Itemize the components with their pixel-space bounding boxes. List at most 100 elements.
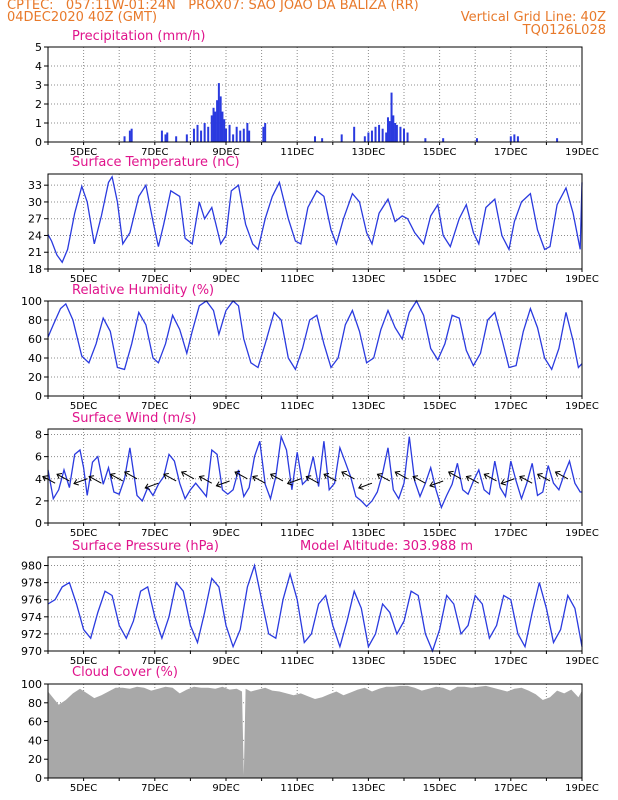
precip-bar: [367, 132, 370, 142]
rh-ytick-label: 20: [28, 371, 42, 384]
wind-arrow-head: [88, 475, 95, 482]
rh-ytick-label: 100: [21, 295, 42, 308]
cloud-xtick-label: 9DEC: [212, 783, 239, 794]
precip-bar: [424, 138, 427, 142]
precip-ytick-label: 3: [35, 79, 42, 92]
precip-bar: [516, 136, 519, 142]
temp-ytick-label: 27: [28, 213, 42, 226]
precip-bar: [314, 136, 316, 142]
precip-bar: [509, 136, 512, 142]
pressure-xtick-label: 17DEC: [494, 656, 528, 667]
precip-bar: [403, 128, 405, 142]
rh-xtick-label: 9DEC: [212, 401, 239, 412]
temp-ytick-label: 33: [28, 179, 42, 192]
precip-bar: [164, 134, 167, 142]
rh-ytick-label: 80: [28, 314, 42, 327]
precip-bar: [185, 134, 188, 142]
wind-arrow: [555, 471, 568, 480]
temp-xtick-label: 15DEC: [423, 274, 457, 285]
precip-bar: [210, 115, 213, 142]
precip-bar: [513, 134, 516, 142]
wind-arrow: [429, 480, 444, 487]
precip-bar: [385, 132, 388, 142]
temp-ytick-label: 18: [28, 263, 42, 276]
cloud-ytick-label: 100: [21, 678, 42, 691]
wind-arrow: [73, 478, 88, 485]
pressure-series-line: [47, 562, 583, 653]
wind-ytick-label: 2: [35, 495, 42, 508]
wind-arrow-head: [519, 475, 525, 482]
wind-arrow: [448, 471, 462, 480]
precip-bar: [442, 138, 445, 142]
wind-arrow: [42, 476, 56, 484]
precip-bar: [321, 138, 324, 142]
wind-arrow: [412, 476, 426, 484]
wind-ytick-label: 8: [35, 429, 42, 442]
precip-bar: [200, 130, 203, 142]
wind-xtick-label: 7DEC: [141, 528, 168, 539]
precip-bar: [406, 132, 409, 142]
precip-bar: [378, 124, 381, 142]
wind-arrow-head: [42, 475, 48, 482]
precip-ytick-label: 4: [35, 60, 42, 73]
cloud-panel: 0 20 40 60 80 100 5DEC 7DEC 9DEC 11DEC 13DEC 15DEC 1…: [21, 678, 599, 794]
precip-bar: [232, 134, 235, 142]
wind-arrow-head: [144, 483, 151, 490]
pressure-frame: [47, 556, 583, 652]
wind-arrow: [110, 473, 123, 482]
temp-xtick-label: 9DEC: [212, 274, 239, 285]
precip-bar: [399, 126, 402, 142]
precip-bar: [340, 134, 343, 142]
cloud-xtick-label: 13DEC: [352, 783, 386, 794]
panel-annotation-model-altitude: Model Altitude: 303.988 m: [300, 539, 474, 554]
wind-arrow: [234, 471, 248, 480]
panel-title-precipitation: Precipitation (mm/h): [72, 29, 206, 44]
wind-arrow: [124, 471, 138, 480]
cloud-xtick-label: 5DEC: [70, 783, 97, 794]
precip-xtick-label: 7DEC: [141, 147, 168, 158]
precip-bar: [264, 123, 267, 142]
wind-xtick-label: 11DEC: [280, 528, 314, 539]
precip-bar: [242, 128, 245, 142]
temp-xtick-label: 13DEC: [352, 274, 386, 285]
wind-arrow-head: [163, 473, 169, 480]
precip-frame: [47, 46, 583, 143]
wind-arrow: [466, 476, 479, 484]
pressure-ytick-label: 976: [21, 594, 42, 607]
rh-xtick-label: 13DEC: [352, 401, 386, 412]
cloud-ytick-label: 60: [28, 716, 42, 729]
cloud-ytick-label: 80: [28, 697, 42, 710]
precip-bar: [392, 115, 395, 142]
wind-arrow: [519, 476, 533, 484]
pressure-ytick-label: 970: [21, 645, 42, 658]
wind-arrow: [145, 482, 159, 489]
rh-xtick-label: 17DEC: [494, 401, 528, 412]
precip-bar: [203, 123, 206, 142]
header-run-id: TQ0126L028: [522, 23, 606, 38]
wind-arrow-head: [180, 470, 187, 477]
precip-ytick-label: 0: [35, 136, 42, 149]
temp-panel: 18 21 24 27 30 33 5DEC 7DEC 9DEC 11DEC 13DEC 15DEC 1…: [28, 173, 599, 285]
precip-xtick-label: 5DEC: [70, 147, 97, 158]
wind-xtick-label: 19DEC: [565, 528, 599, 539]
pressure-xtick-label: 11DEC: [280, 656, 314, 667]
header-vertical-grid: Vertical Grid Line: 40Z: [460, 10, 606, 25]
wind-arrow: [199, 476, 212, 484]
wind-arrow-head: [341, 470, 347, 477]
precip-xtick-label: 19DEC: [565, 147, 599, 158]
pressure-xtick-label: 15DEC: [423, 656, 457, 667]
wind-panel: 0 2 4 6 8 5DEC 7DEC 9DEC 11DEC 13DEC 15DEC 17DEC 19D…: [35, 428, 599, 539]
wind-arrow: [358, 482, 373, 489]
cloud-xtick-label: 7DEC: [141, 783, 168, 794]
precip-bar: [192, 128, 195, 142]
precip-bar: [381, 128, 384, 142]
wind-arrow-head: [358, 483, 364, 490]
wind-arrow: [323, 473, 337, 482]
panel-title-wind: Surface Wind (m/s): [72, 411, 197, 426]
wind-xtick-label: 17DEC: [494, 528, 528, 539]
wind-arrow-head: [109, 473, 116, 480]
pressure-xtick-label: 7DEC: [141, 656, 168, 667]
precip-bar: [160, 130, 163, 142]
precip-bar: [228, 124, 231, 142]
